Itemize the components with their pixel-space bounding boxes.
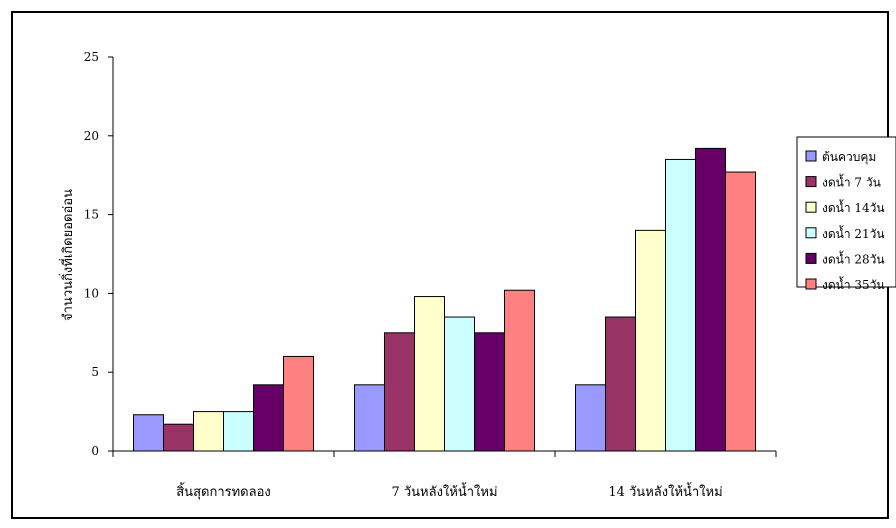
bar — [193, 411, 224, 452]
bar — [253, 384, 284, 452]
bar — [575, 384, 606, 452]
legend-label: งดน้ำ 7 วัน — [822, 174, 881, 190]
y-tick-label: 10 — [84, 286, 99, 300]
bar — [283, 355, 314, 452]
x-tick-label: 14 วันหลังให้น้ำใหม่ — [608, 482, 722, 500]
bar — [414, 296, 445, 452]
y-axis: 0 5 10 15 20 25 — [84, 50, 114, 458]
bar — [504, 289, 535, 452]
legend-swatch — [805, 252, 817, 264]
bar — [133, 414, 164, 452]
legend-label: งดน้ำ 14วัน — [822, 199, 885, 215]
x-tick-label: สิ้นสุดการทดลอง — [176, 482, 271, 500]
bar — [223, 411, 254, 452]
bar — [384, 332, 415, 452]
bars — [133, 147, 756, 452]
bar — [444, 316, 475, 452]
bar — [163, 423, 194, 452]
legend-label: ต้นควบคุม — [822, 150, 876, 165]
y-tick-label: 25 — [84, 50, 99, 64]
bar — [695, 147, 726, 452]
bar — [635, 229, 666, 452]
legend-label: งดน้ำ 35วัน — [822, 276, 885, 292]
legend-swatch — [805, 176, 817, 188]
y-tick-label: 20 — [84, 129, 99, 143]
legend-swatch — [805, 278, 817, 290]
bar — [354, 384, 385, 452]
bar — [605, 316, 636, 452]
x-axis: สิ้นสุดการทดลอง 7 วันหลังให้น้ำใหม่ 14 วัน… — [112, 450, 777, 500]
legend-swatch — [805, 201, 817, 213]
bar — [725, 171, 756, 452]
y-axis-title: จำนวนกิ่งที่เกิดยอดอ่อน — [59, 189, 76, 321]
x-tick-label: 7 วันหลังให้น้ำใหม่ — [391, 482, 497, 500]
bar — [665, 158, 696, 452]
legend-swatch — [805, 227, 817, 239]
y-tick-label: 15 — [84, 208, 99, 222]
y-tick-label: 0 — [91, 444, 99, 458]
legend-label: งดน้ำ 28วัน — [822, 250, 885, 266]
y-tick-label: 5 — [91, 365, 99, 379]
bar — [474, 332, 505, 452]
legend-label: งดน้ำ 21วัน — [822, 225, 885, 241]
legend-swatch — [805, 150, 817, 162]
